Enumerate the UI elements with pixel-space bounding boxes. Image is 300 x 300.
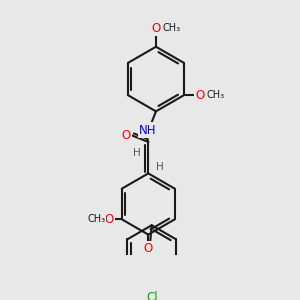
Text: H: H <box>156 163 164 172</box>
Text: O: O <box>104 213 114 226</box>
Text: CH₃: CH₃ <box>87 214 105 224</box>
Text: O: O <box>122 129 131 142</box>
Text: CH₃: CH₃ <box>206 90 224 100</box>
Text: H: H <box>133 148 140 158</box>
Text: Cl: Cl <box>146 291 158 300</box>
Text: O: O <box>144 242 153 255</box>
Text: O: O <box>151 22 160 34</box>
Text: NH: NH <box>139 124 156 136</box>
Text: CH₃: CH₃ <box>162 23 180 33</box>
Text: O: O <box>195 89 205 102</box>
